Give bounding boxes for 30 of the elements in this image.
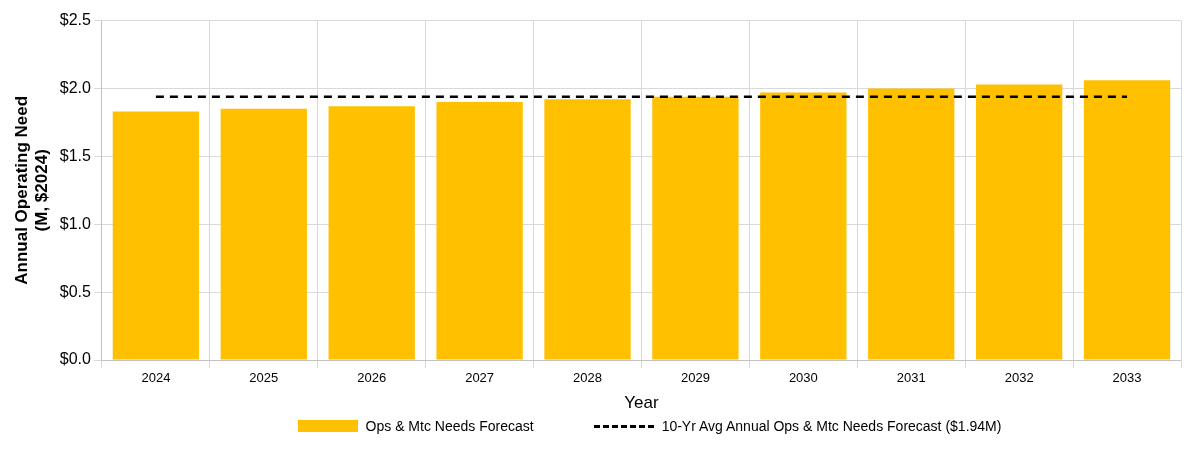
x-axis-title: Year — [624, 393, 659, 413]
bar — [436, 102, 523, 360]
bar — [760, 92, 847, 360]
x-tick-label: 2029 — [680, 370, 710, 386]
x-tick-label: 2026 — [357, 370, 387, 386]
x-tick-label: 2028 — [573, 370, 602, 386]
y-tick-label: $2.5 — [59, 11, 92, 29]
bar — [220, 108, 307, 360]
y-axis-title: Annual Operating Need (M, $2024) — [11, 95, 52, 285]
y-tick-label: $1.5 — [59, 146, 92, 164]
y-tick-label: $0.5 — [59, 282, 92, 300]
x-tick-label: 2033 — [1112, 370, 1142, 386]
bar — [868, 88, 955, 360]
x-tick-label: 2030 — [788, 370, 818, 386]
y-tick-label: $2.0 — [59, 78, 92, 96]
y-tick-label: $1.0 — [59, 214, 92, 232]
legend-label: Ops & Mtc Needs Forecast — [365, 418, 534, 434]
x-tick-label: 2032 — [1004, 370, 1034, 386]
legend-label: 10-Yr Avg Annual Ops & Mtc Needs Forecast ($1.94M) — [661, 418, 1002, 434]
x-tick-label: 2027 — [465, 370, 495, 386]
bar — [112, 111, 200, 360]
y-tick-label: $0.0 — [59, 350, 92, 368]
bar — [652, 96, 739, 360]
x-tick-label: 2024 — [141, 370, 171, 386]
bar — [1083, 80, 1171, 360]
bar — [544, 99, 631, 360]
bar — [328, 106, 415, 360]
x-tick-label: 2025 — [249, 370, 279, 386]
bar — [975, 84, 1063, 360]
x-tick-label: 2031 — [896, 370, 926, 386]
